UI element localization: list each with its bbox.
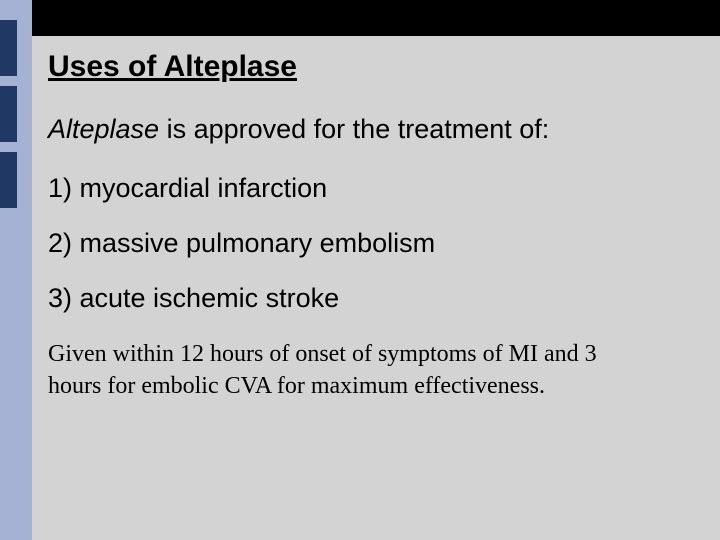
list-item: 3) acute ischemic stroke xyxy=(48,283,696,314)
note-text: Given within 12 hours of onset of sympto… xyxy=(48,338,638,403)
slide-title: Uses of Alteplase xyxy=(48,50,696,84)
slide-content: Uses of Alteplase Alteplase is approved … xyxy=(48,50,696,403)
accent-block xyxy=(0,20,17,76)
top-strip xyxy=(32,0,720,36)
accent-block xyxy=(0,152,17,208)
accent-block xyxy=(0,86,17,142)
list-item: 2) massive pulmonary embolism xyxy=(48,228,696,259)
intro-rest: is approved for the treatment of: xyxy=(159,114,549,144)
sidebar-decor xyxy=(0,0,32,540)
drug-name: Alteplase xyxy=(48,114,159,144)
list-item: 1) myocardial infarction xyxy=(48,173,696,204)
intro-line: Alteplase is approved for the treatment … xyxy=(48,114,696,145)
